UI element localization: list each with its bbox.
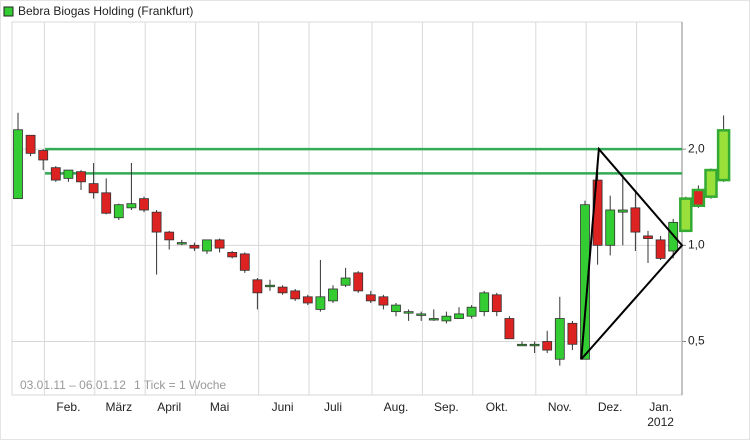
legend-swatch	[3, 6, 14, 17]
candle-body	[189, 244, 200, 249]
candle-body	[529, 343, 540, 347]
x-tick-label: Aug.	[384, 400, 409, 414]
trend-line	[580, 146, 684, 360]
legend-label: Bebra Biogas Holding (Frankfurt)	[18, 4, 193, 18]
candle-body	[252, 279, 263, 294]
candle-body	[668, 221, 679, 252]
candle-body	[277, 286, 288, 294]
candle-body	[227, 252, 238, 258]
candle-body	[239, 253, 250, 271]
candle-body	[643, 235, 653, 239]
candle-body	[38, 150, 49, 161]
candle-body	[151, 211, 162, 233]
candle-body	[466, 306, 477, 317]
candle-body	[315, 296, 326, 310]
candle-body	[353, 272, 364, 292]
candle-body	[679, 197, 693, 233]
candle-body	[403, 311, 414, 314]
y-tick-label: 2,0	[688, 141, 705, 155]
candle-body	[290, 290, 301, 300]
candle-body	[605, 209, 616, 246]
candle-body	[554, 318, 565, 360]
candle-body	[76, 171, 86, 183]
candle-body	[63, 169, 74, 179]
candle-body	[101, 192, 112, 214]
candle-body	[365, 294, 376, 302]
x-tick-label: Juni	[272, 400, 294, 414]
candle-body	[580, 204, 590, 360]
candle-body	[214, 239, 225, 249]
candle-body	[391, 304, 401, 313]
candle-body	[630, 207, 641, 233]
candle-body	[340, 277, 351, 286]
candle-body	[25, 134, 36, 154]
candle-body	[428, 318, 439, 321]
candle-body	[454, 313, 464, 319]
x-tick-label: Jan.	[649, 400, 672, 414]
tick-note: 1 Tick = 1 Woche	[134, 378, 226, 392]
x-tick-label: Juli	[324, 400, 342, 414]
candle-body	[202, 239, 212, 252]
candle-body	[302, 296, 313, 304]
candle-body	[126, 203, 137, 209]
candle-body	[617, 209, 628, 213]
candle-body	[50, 167, 61, 181]
candle-body	[164, 231, 175, 241]
candle-body	[88, 183, 99, 194]
y-tick-label: 1,0	[688, 237, 705, 251]
candle-body	[13, 129, 23, 200]
candle-body	[567, 322, 578, 345]
period-note: 03.01.11 – 06.01.12	[20, 378, 126, 392]
candle-body	[491, 294, 502, 313]
candle-body	[479, 292, 490, 313]
x-tick-label: Dez.	[598, 400, 623, 414]
candle-body	[139, 198, 149, 211]
candle-body	[176, 242, 187, 245]
candle-body	[716, 129, 731, 182]
x-tick-label: März	[105, 400, 132, 414]
candle-body	[441, 315, 452, 322]
candle-body	[691, 188, 706, 207]
x-tick-label: Mai	[210, 400, 229, 414]
x-tick-label: Feb.	[56, 400, 80, 414]
x-tick-label: Sep.	[434, 400, 459, 414]
candle-body	[504, 318, 515, 340]
x-tick-label: April	[157, 400, 181, 414]
candle-body	[704, 168, 718, 198]
candle-body	[655, 239, 666, 259]
x-year-label: 2012	[647, 415, 674, 429]
x-tick-label: Okt.	[486, 400, 508, 414]
candle-body	[542, 341, 553, 351]
candle-body	[265, 284, 275, 288]
candle-body	[113, 204, 124, 219]
candle-body	[328, 288, 338, 302]
candle-body	[378, 296, 389, 306]
y-tick-label: 0,5	[688, 334, 705, 348]
x-tick-label: Nov.	[548, 400, 572, 414]
candle-body	[416, 313, 427, 316]
candle-body	[517, 343, 527, 347]
